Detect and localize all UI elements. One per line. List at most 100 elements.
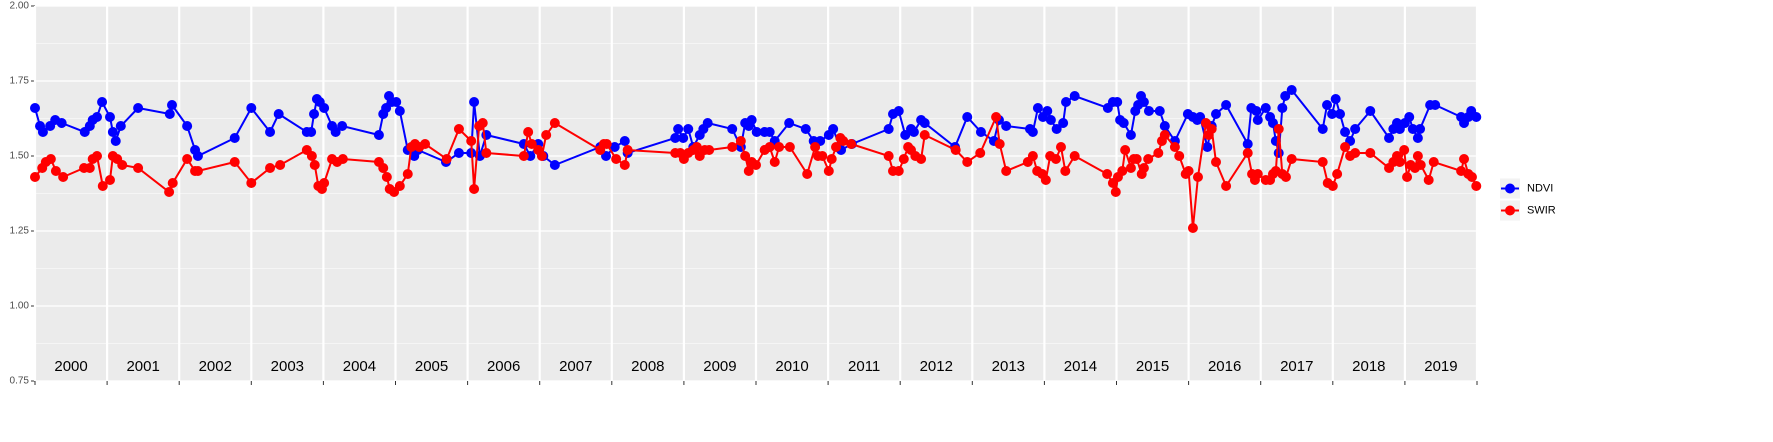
data-point xyxy=(670,133,681,143)
data-point xyxy=(611,154,622,164)
data-point xyxy=(1187,223,1198,233)
data-point xyxy=(883,124,894,134)
data-point xyxy=(751,127,762,137)
data-point xyxy=(1192,172,1203,182)
year-label: 2005 xyxy=(415,358,448,375)
data-point xyxy=(391,97,402,107)
data-point xyxy=(229,157,240,167)
year-label: 2015 xyxy=(1136,358,1169,375)
data-point xyxy=(107,127,118,137)
data-point xyxy=(678,133,689,143)
data-point xyxy=(994,139,1005,149)
data-point xyxy=(1154,106,1165,116)
data-point xyxy=(1169,142,1180,152)
year-label: 2014 xyxy=(1064,358,1097,375)
data-point xyxy=(117,160,128,170)
data-point xyxy=(306,151,317,161)
data-point xyxy=(1242,148,1253,158)
data-point xyxy=(1317,157,1328,167)
data-point xyxy=(1221,181,1232,191)
legend-label: SWIR xyxy=(1527,204,1556,216)
data-point xyxy=(45,154,56,164)
data-point xyxy=(673,124,684,134)
year-label: 2019 xyxy=(1424,358,1457,375)
year-label: 2003 xyxy=(271,358,304,375)
data-point xyxy=(37,127,48,137)
year-label: 2007 xyxy=(559,358,592,375)
legend-label: NDVI xyxy=(1527,182,1553,194)
data-point xyxy=(97,97,108,107)
data-point xyxy=(1040,175,1051,185)
data-point xyxy=(893,106,904,116)
data-point xyxy=(898,154,909,164)
data-point xyxy=(246,178,257,188)
year-label: 2008 xyxy=(631,358,664,375)
data-point xyxy=(466,136,477,146)
data-point xyxy=(1350,148,1361,158)
data-point xyxy=(975,148,986,158)
year-label: 2016 xyxy=(1208,358,1241,375)
year-label: 2006 xyxy=(487,358,520,375)
data-point xyxy=(1174,151,1185,161)
data-point xyxy=(1058,118,1069,128)
y-tick-label: 2.00 xyxy=(10,1,30,12)
data-point xyxy=(182,121,193,131)
data-point xyxy=(1027,127,1038,137)
data-point xyxy=(523,127,534,137)
data-point xyxy=(1335,109,1346,119)
data-point xyxy=(1415,160,1426,170)
data-point xyxy=(601,139,612,149)
data-point xyxy=(727,124,738,134)
data-point xyxy=(1322,100,1333,110)
data-point xyxy=(402,169,413,179)
data-point xyxy=(883,151,894,161)
data-point xyxy=(622,145,633,155)
data-point xyxy=(1412,151,1423,161)
data-point xyxy=(619,160,630,170)
data-point xyxy=(192,151,203,161)
data-point xyxy=(727,142,738,152)
data-point xyxy=(526,139,537,149)
y-tick-label: 1.50 xyxy=(10,151,30,162)
data-point xyxy=(1251,106,1262,116)
year-label: 2010 xyxy=(775,358,808,375)
data-point xyxy=(30,172,40,182)
data-point xyxy=(817,151,828,161)
data-point xyxy=(800,124,811,134)
data-point xyxy=(1273,124,1284,134)
data-point xyxy=(182,154,193,164)
data-point xyxy=(518,151,529,161)
data-point xyxy=(84,163,95,173)
data-point xyxy=(275,160,286,170)
data-point xyxy=(1001,166,1012,176)
data-point xyxy=(536,151,547,161)
data-point xyxy=(1102,169,1113,179)
data-point xyxy=(1459,154,1470,164)
data-point xyxy=(950,145,961,155)
year-label: 2000 xyxy=(54,358,87,375)
data-point xyxy=(769,157,780,167)
data-point xyxy=(1423,175,1434,185)
data-point xyxy=(441,154,452,164)
year-label: 2002 xyxy=(199,358,232,375)
data-point xyxy=(991,112,1002,122)
data-point xyxy=(919,118,930,128)
data-point xyxy=(394,106,405,116)
year-label: 2004 xyxy=(343,358,376,375)
data-point xyxy=(1138,163,1149,173)
data-point xyxy=(1001,121,1012,131)
data-point xyxy=(823,166,834,176)
data-point xyxy=(373,130,384,140)
data-point xyxy=(1402,172,1413,182)
data-point xyxy=(1340,142,1351,152)
data-point xyxy=(115,121,126,131)
data-point xyxy=(1051,124,1062,134)
data-point xyxy=(1394,157,1405,167)
data-point xyxy=(619,136,630,146)
data-point xyxy=(92,151,103,161)
data-point xyxy=(1280,91,1291,101)
data-point xyxy=(1286,154,1297,164)
data-point xyxy=(1350,124,1361,134)
